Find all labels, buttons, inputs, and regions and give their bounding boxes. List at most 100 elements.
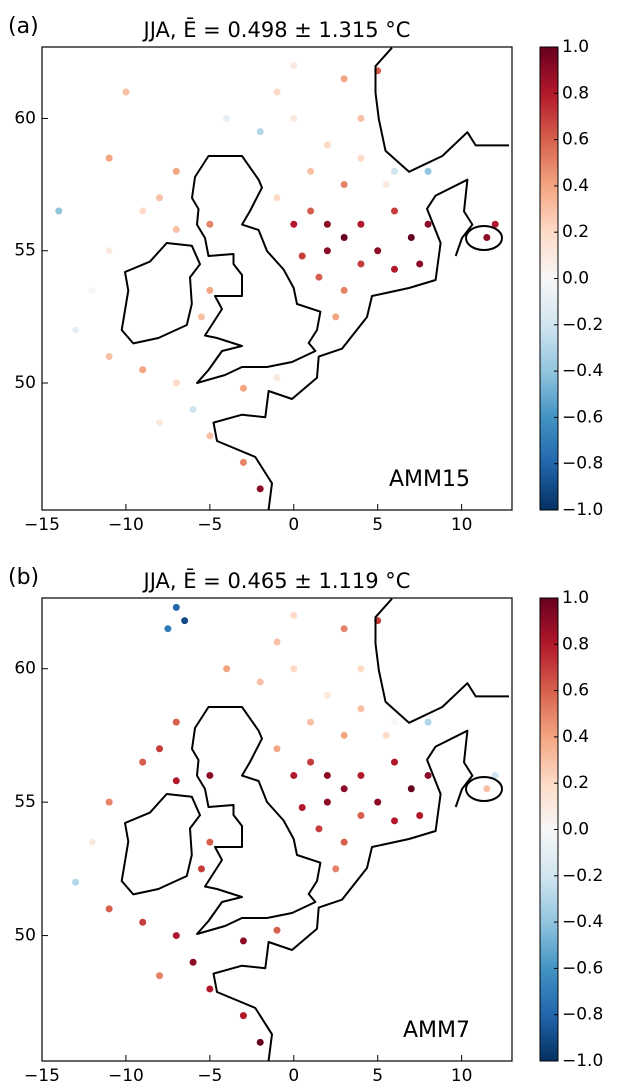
data-point <box>382 181 390 189</box>
x-tick-label: 10 <box>451 515 473 535</box>
data-point <box>88 286 96 294</box>
coastline <box>120 598 510 1061</box>
colorbar-tick-label: 1.0 <box>562 588 589 608</box>
colorbar-tick-label: −0.6 <box>562 958 603 978</box>
data-point <box>256 485 264 493</box>
data-point <box>382 731 390 739</box>
data-point <box>189 405 197 413</box>
data-point <box>206 432 214 440</box>
colorbar-tick-label: −0.8 <box>562 454 603 474</box>
data-point <box>223 665 231 673</box>
data-point <box>340 625 348 633</box>
data-point <box>206 286 214 294</box>
data-point <box>206 220 214 228</box>
data-point <box>307 207 315 215</box>
data-point <box>290 220 298 228</box>
colorbar-tick-label: −0.2 <box>562 866 603 886</box>
data-point <box>197 865 205 873</box>
data-point <box>340 181 348 189</box>
data-point <box>332 313 340 321</box>
data-point <box>139 366 147 374</box>
data-point <box>273 88 281 96</box>
data-point <box>391 265 398 273</box>
data-point <box>172 603 180 611</box>
y-tick-label: 50 <box>14 926 36 946</box>
data-point <box>332 865 340 873</box>
x-tick-label: 0 <box>288 1066 299 1084</box>
data-point <box>273 926 281 934</box>
data-point <box>256 1038 264 1046</box>
data-point <box>357 154 365 162</box>
data-point <box>391 817 398 825</box>
data-point <box>206 985 214 993</box>
data-point <box>298 803 306 811</box>
data-point <box>357 811 365 819</box>
x-tick-label: 5 <box>372 515 383 535</box>
colorbar-tick-label: 1.0 <box>562 37 589 57</box>
colorbar-tick-label: 0.8 <box>562 634 589 654</box>
data-point <box>416 260 424 268</box>
data-point <box>172 718 180 726</box>
x-tick-label: −5 <box>197 1066 222 1084</box>
x-tick-label: 5 <box>372 1066 383 1084</box>
data-point <box>323 141 331 149</box>
data-point <box>340 75 348 83</box>
data-point <box>407 785 415 793</box>
colorbar-tick-label: −0.4 <box>562 361 603 381</box>
data-point <box>374 247 382 255</box>
plot-area <box>72 598 510 1061</box>
x-tick-label: −5 <box>197 515 222 535</box>
data-point <box>357 114 365 122</box>
data-point <box>256 128 264 136</box>
data-point <box>156 972 163 980</box>
data-point <box>424 771 432 779</box>
colorbar-tick-label: −1.0 <box>562 1051 603 1071</box>
data-point <box>340 233 348 241</box>
x-tick-label: −10 <box>108 515 144 535</box>
chart-title: JJA, Ē = 0.465 ± 1.119 °C <box>142 568 411 593</box>
colorbar-tick-label: 0.2 <box>562 773 589 793</box>
panel-label: (b) <box>8 565 39 590</box>
panel: −15 −10 −5 0 5 10 50 55 60 (a) JJA, Ē = 0.498 ± 1.… <box>8 14 603 535</box>
data-point <box>273 638 281 646</box>
data-point <box>340 785 348 793</box>
data-point <box>156 745 163 753</box>
colorbar-tick-label: −0.8 <box>562 1005 603 1025</box>
x-tick-label: −10 <box>108 1066 144 1084</box>
data-point <box>391 758 398 766</box>
data-point <box>315 825 323 833</box>
data-point <box>189 958 197 966</box>
data-point <box>357 260 365 268</box>
data-point <box>391 718 398 726</box>
colorbar-tick-label: 0.4 <box>562 176 589 196</box>
data-point <box>139 207 147 215</box>
annotation: AMM15 <box>389 467 470 492</box>
data-point <box>172 932 180 940</box>
data-point <box>105 154 113 162</box>
data-point <box>357 771 365 779</box>
data-point <box>290 665 298 673</box>
data-point <box>323 247 331 255</box>
colorbar-tick-label: 0.8 <box>562 83 589 103</box>
data-point <box>491 771 499 779</box>
data-point <box>307 167 315 175</box>
data-point <box>239 937 247 945</box>
data-point <box>197 313 205 321</box>
data-point <box>172 226 180 234</box>
data-point <box>164 625 172 633</box>
data-point <box>290 62 298 70</box>
data-point <box>72 326 80 334</box>
colorbar-tick-label: −0.2 <box>562 315 603 335</box>
annotation: AMM7 <box>403 1018 470 1043</box>
data-point <box>290 611 298 619</box>
data-point <box>239 458 247 466</box>
data-point <box>491 220 499 228</box>
data-point <box>323 798 331 806</box>
data-point <box>55 207 63 215</box>
data-point <box>374 798 382 806</box>
data-point <box>424 718 432 726</box>
y-tick-label: 55 <box>14 792 36 812</box>
y-tick-label: 60 <box>14 659 36 679</box>
axes-frame <box>41 597 513 1062</box>
colorbar-tick-label: 0.6 <box>562 130 589 150</box>
